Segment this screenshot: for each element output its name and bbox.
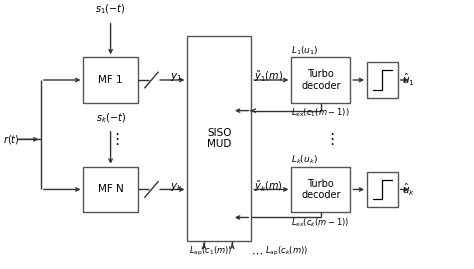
Text: SISO
MUD: SISO MUD [207, 128, 231, 150]
Text: $L_1(u_1)$: $L_1(u_1)$ [291, 44, 319, 57]
Text: $\cdots$: $\cdots$ [251, 248, 263, 258]
Text: $\vdots$: $\vdots$ [324, 131, 334, 147]
Text: $\vdots$: $\vdots$ [109, 131, 119, 147]
Bar [367, 62, 398, 98]
Bar [292, 167, 350, 212]
Bar [292, 57, 350, 103]
Text: Turbo
decoder: Turbo decoder [301, 179, 341, 200]
Text: $y_1$: $y_1$ [170, 71, 182, 83]
Text: MF N: MF N [98, 185, 123, 194]
Text: MF 1: MF 1 [98, 75, 123, 85]
Bar [187, 36, 251, 241]
Text: $r(t)$: $r(t)$ [3, 133, 19, 146]
Text: $L_{\mathrm{ap}}(c_1(m))$: $L_{\mathrm{ap}}(c_1(m))$ [189, 245, 232, 258]
Text: $L_{\mathrm{ex}}(c_k(m-1))$: $L_{\mathrm{ex}}(c_k(m-1))$ [291, 217, 349, 229]
Text: Turbo
decoder: Turbo decoder [301, 69, 341, 91]
Bar [83, 57, 138, 103]
Text: $\hat{u}_1$: $\hat{u}_1$ [402, 72, 415, 88]
Text: $\hat{u}_k$: $\hat{u}_k$ [402, 182, 416, 198]
Text: $y_k$: $y_k$ [170, 181, 183, 193]
Text: $s_k(-t)$: $s_k(-t)$ [96, 112, 126, 125]
Text: $s_1(-t)$: $s_1(-t)$ [95, 2, 126, 16]
Text: $\tilde{y}_k(m)$: $\tilde{y}_k(m)$ [254, 179, 283, 194]
Text: $L_k(u_k)$: $L_k(u_k)$ [291, 154, 318, 167]
Bar [367, 172, 398, 207]
Text: $L_{\mathrm{ex}}(c_1(m-1))$: $L_{\mathrm{ex}}(c_1(m-1))$ [291, 107, 349, 119]
Bar [83, 167, 138, 212]
Text: $L_{\mathrm{ap}}(c_k(m))$: $L_{\mathrm{ap}}(c_k(m))$ [265, 245, 309, 258]
Text: $\tilde{y}_1(m)$: $\tilde{y}_1(m)$ [254, 69, 283, 84]
